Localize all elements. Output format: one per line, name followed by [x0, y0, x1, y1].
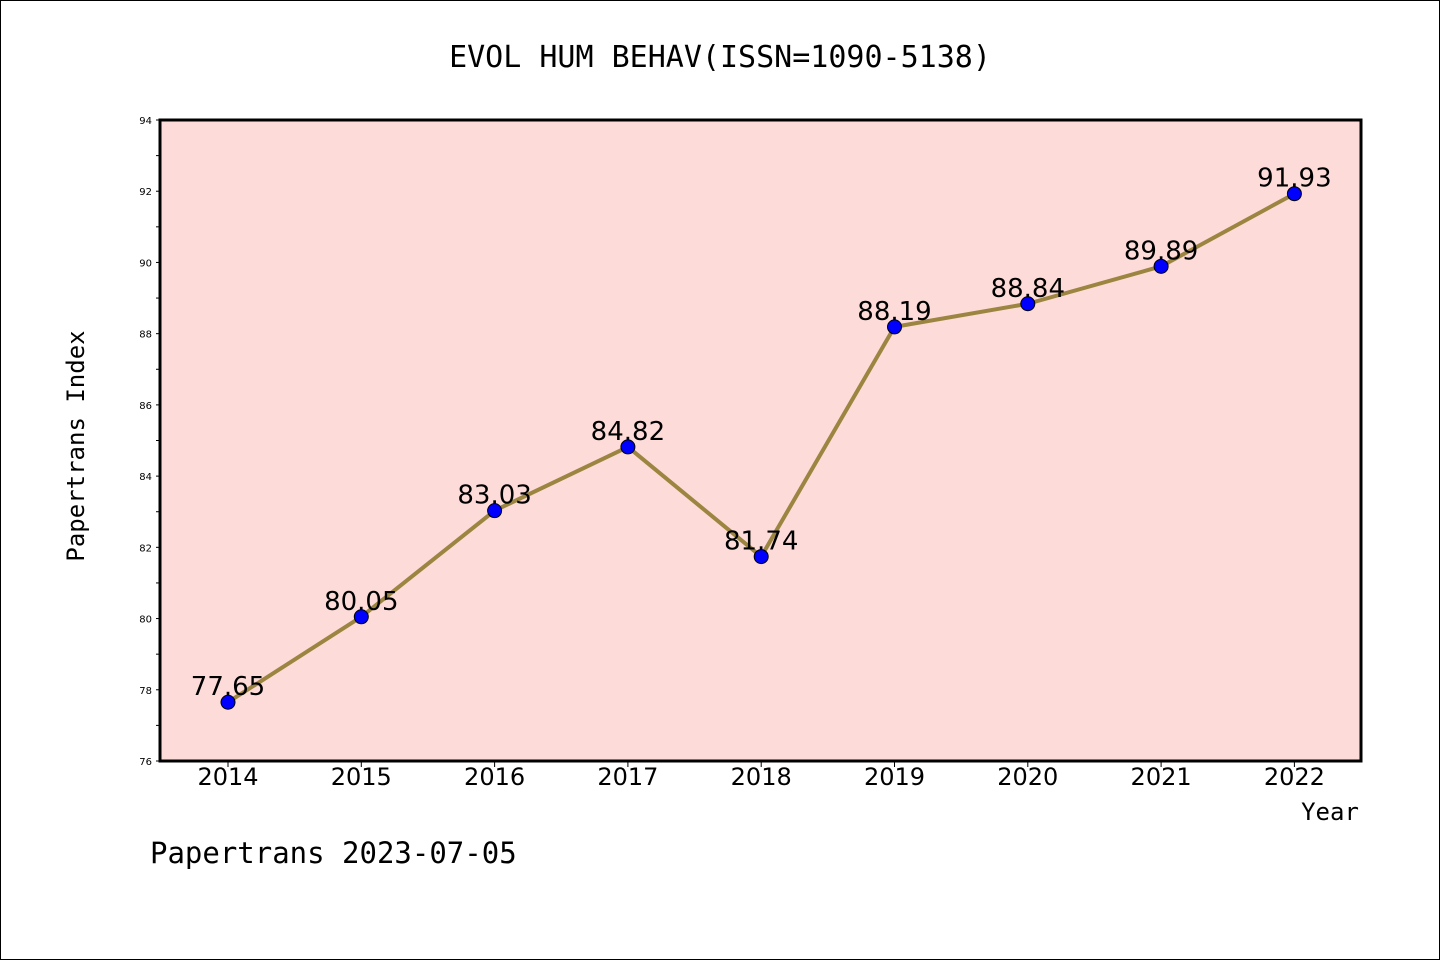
data-point: [1153, 258, 1169, 274]
x-tick-label: 2016: [464, 763, 525, 791]
plot-border: [158, 118, 1363, 763]
x-tick-label: 2017: [597, 763, 658, 791]
y-tick-label: 90: [139, 258, 152, 269]
series-markers: [220, 186, 1302, 710]
chart-title: EVOL HUM BEHAV(ISSN=1090-5138): [449, 40, 991, 75]
data-point: [353, 609, 369, 625]
x-axis-title: Year: [1301, 798, 1359, 826]
x-tick-label: 2022: [1264, 763, 1325, 791]
x-tick-label: 2019: [864, 763, 925, 791]
x-tick-label: 2014: [197, 763, 258, 791]
data-point: [220, 694, 236, 710]
data-point: [487, 503, 503, 519]
data-label: 88.19: [857, 297, 931, 327]
x-axis: 2014 2015 2016 2017 2018 2019 2020 2021 2022: [197, 761, 1325, 791]
data-labels: 77.65 80.05 83.03 84.82 81.74 88.19 88.84 89.89…: [191, 164, 1332, 703]
data-point: [753, 549, 769, 565]
y-axis: 76 78 80 82 84 86 88 90 92 94: [139, 116, 160, 768]
plot-area: [160, 120, 1361, 761]
x-tick-label: 2018: [731, 763, 792, 791]
x-tick-label: 2015: [331, 763, 392, 791]
y-axis-title: Papertrans Index: [62, 330, 90, 561]
data-label: 81.74: [724, 527, 798, 557]
data-point: [1286, 186, 1302, 202]
data-label: 84.82: [591, 417, 665, 447]
y-tick-label: 82: [139, 543, 152, 554]
y-tick-label: 94: [139, 116, 152, 127]
data-label: 88.84: [991, 274, 1065, 304]
y-tick-label: 76: [139, 757, 152, 768]
data-point: [1020, 296, 1036, 312]
data-label: 89.89: [1124, 236, 1198, 266]
y-tick-label: 88: [139, 330, 152, 341]
data-point: [887, 319, 902, 335]
footer-date: Papertrans 2023-07-05: [150, 836, 517, 870]
data-label: 77.65: [191, 672, 265, 702]
x-tick-label: 2021: [1131, 763, 1192, 791]
data-label: 91.93: [1257, 164, 1331, 194]
y-tick-label: 84: [139, 472, 152, 483]
data-label: 83.03: [457, 481, 531, 511]
y-tick-label: 92: [139, 187, 152, 198]
x-tick-label: 2020: [997, 763, 1058, 791]
data-label: 80.05: [324, 587, 398, 617]
y-tick-label: 80: [139, 615, 152, 626]
y-tick-label: 86: [139, 401, 152, 412]
data-point: [620, 439, 636, 455]
y-tick-label: 78: [139, 686, 152, 697]
